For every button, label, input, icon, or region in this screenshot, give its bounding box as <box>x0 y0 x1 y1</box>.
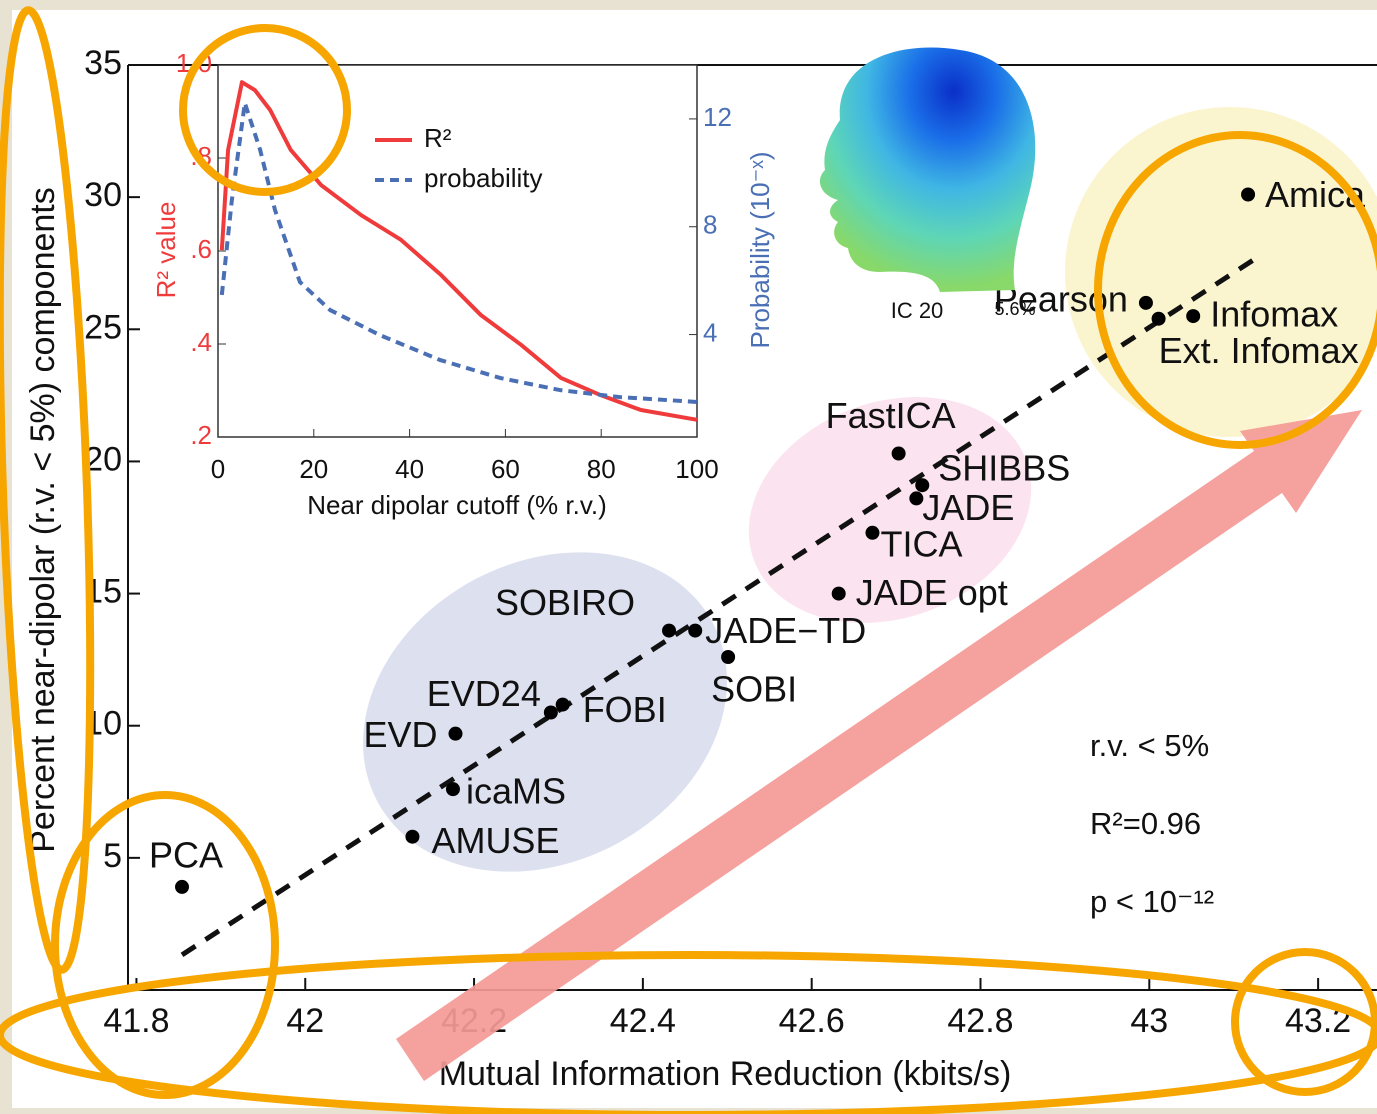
point <box>865 526 879 540</box>
x-axis-label: Near dipolar cutoff (% r.v.) <box>307 490 607 520</box>
y2-tick-label: 4 <box>703 317 717 347</box>
point <box>892 447 906 461</box>
point-label: JADE <box>922 487 1014 528</box>
point-label: SOBI <box>711 669 797 710</box>
point <box>832 587 846 601</box>
point-label: PCA <box>149 834 223 875</box>
point <box>1139 296 1153 310</box>
y-tick-label: 35 <box>84 44 122 82</box>
x-tick-label: 42.8 <box>947 1002 1013 1040</box>
x-tick-label: 60 <box>491 454 520 484</box>
y-tick-label: .6 <box>190 234 212 264</box>
point-label: AMUSE <box>431 820 559 861</box>
y2-tick-label: 12 <box>703 102 732 132</box>
head-map <box>820 48 1035 292</box>
point-label: SOBIRO <box>495 582 635 623</box>
x-tick-label: 40 <box>395 454 424 484</box>
point <box>721 650 735 664</box>
y2-axis-label: Probability (10⁻ˣ) <box>745 151 775 348</box>
point <box>1186 309 1200 323</box>
point <box>1152 312 1166 326</box>
point <box>688 624 702 638</box>
y-tick-label: 5 <box>103 837 122 875</box>
y2-tick-label: 8 <box>703 210 717 240</box>
stat-label: r.v. < 5% <box>1090 728 1209 763</box>
legend-label: R² <box>424 123 452 153</box>
point-label: FOBI <box>583 689 667 730</box>
point-label: Ext. Infomax <box>1159 330 1359 371</box>
y-tick-label: .2 <box>190 420 212 450</box>
point <box>405 830 419 844</box>
x-tick-label: 42.4 <box>610 1002 676 1040</box>
x-tick-label: 80 <box>587 454 616 484</box>
head-label: 5.6% <box>994 299 1035 319</box>
point-label: TICA <box>880 523 962 564</box>
point-label: icaMS <box>466 771 566 812</box>
point-label: EVD <box>363 714 437 755</box>
point-label: Infomax <box>1210 294 1338 335</box>
x-tick-label: 42.6 <box>779 1002 845 1040</box>
point <box>446 782 460 796</box>
point <box>175 880 189 894</box>
stat-label: R²=0.96 <box>1090 806 1201 841</box>
y-tick-label: 30 <box>84 176 122 214</box>
y-tick-label: .4 <box>190 327 212 357</box>
x-axis-label: Mutual Information Reduction (kbits/s) <box>439 1055 1012 1093</box>
x-tick-label: 20 <box>299 454 328 484</box>
point <box>1241 188 1255 202</box>
y-axis-label: R² value <box>151 202 181 299</box>
point <box>556 698 570 712</box>
point-label: SHIBBS <box>938 448 1070 489</box>
point <box>544 706 558 720</box>
head-label: IC 20 <box>891 298 944 323</box>
y-axis-label: Percent near-dipolar (r.v. < 5%) compone… <box>24 187 62 853</box>
legend-label: probability <box>424 163 543 193</box>
point-label: FastICA <box>826 395 956 436</box>
point-label: JADE opt <box>856 572 1008 613</box>
x-tick-label: 0 <box>211 454 225 484</box>
point <box>448 727 462 741</box>
y-tick-label: 25 <box>84 308 122 346</box>
stat-label: p < 10⁻¹² <box>1090 884 1214 919</box>
x-tick-label: 100 <box>675 454 718 484</box>
x-tick-label: 43 <box>1130 1002 1168 1040</box>
point <box>915 478 929 492</box>
x-tick-label: 42 <box>286 1002 324 1040</box>
point-label: JADE−TD <box>705 610 866 651</box>
point <box>909 491 923 505</box>
point <box>662 624 676 638</box>
point-label: EVD24 <box>427 673 541 714</box>
chart: 510152025303541.84242.242.442.642.84343.… <box>0 0 1377 1114</box>
x-tick-label: 41.8 <box>103 1002 169 1040</box>
